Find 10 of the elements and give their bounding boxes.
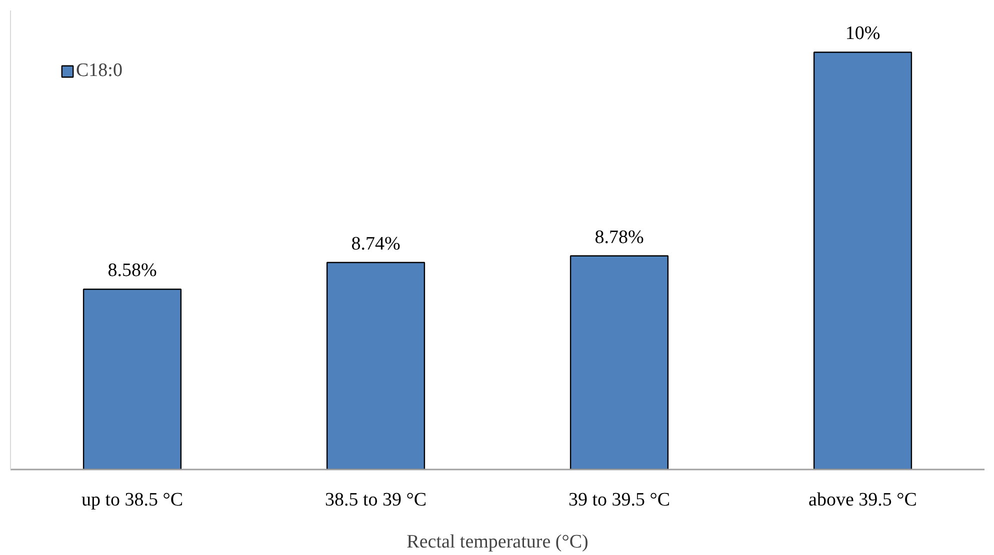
data-label: 8.78% xyxy=(594,226,644,248)
x-tick-label: 39 to 39.5 °C xyxy=(568,490,670,510)
data-label: 8.74% xyxy=(351,234,400,255)
data-label: 8.58% xyxy=(108,260,157,282)
x-axis-title: Rectal temperature (°C) xyxy=(406,532,588,552)
legend-label: C18:0 xyxy=(76,60,122,82)
x-tick-label: above 39.5 °C xyxy=(808,490,917,510)
x-tick-label: 38.5 to 39 °C xyxy=(324,490,427,510)
x-tick-label: up to 38.5 °C xyxy=(81,490,184,510)
data-label: 10% xyxy=(845,23,880,44)
